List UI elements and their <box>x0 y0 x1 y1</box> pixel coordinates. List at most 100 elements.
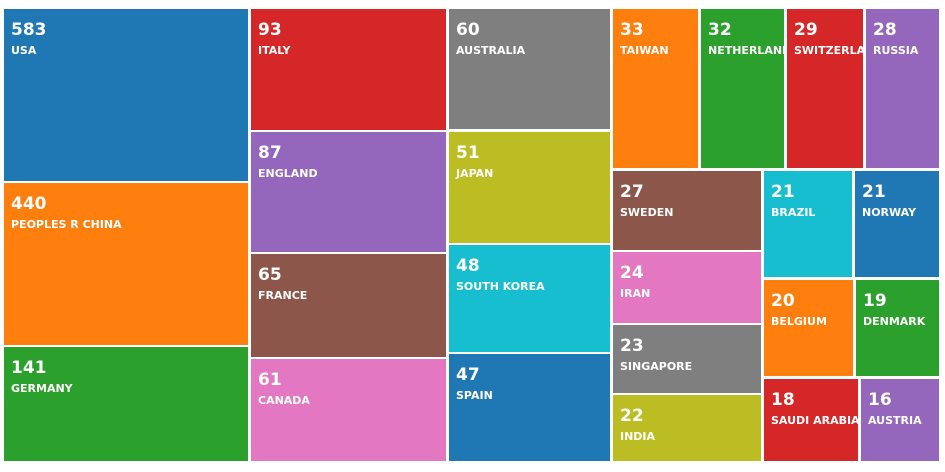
tile-rect <box>764 379 858 461</box>
tile-value: 32 <box>708 20 732 40</box>
tile-label: BELGIUM <box>771 315 827 328</box>
tile: 20 BELGIUM <box>764 280 853 376</box>
tile: 29 SWITZERLAND <box>787 9 883 168</box>
tile: 23 SINGAPORE <box>613 325 761 393</box>
tile: 583 USA <box>4 9 248 181</box>
tile-label: ENGLAND <box>258 167 318 180</box>
tile-rect <box>449 354 610 461</box>
tile: 16 AUSTRIA <box>861 379 939 461</box>
tile-label: CANADA <box>258 394 310 407</box>
tile-rect <box>613 171 761 250</box>
tile: 24 IRAN <box>613 252 761 323</box>
tile: 61 CANADA <box>251 359 446 461</box>
tile: 28 RUSSIA <box>866 9 939 168</box>
tile-label: JAPAN <box>455 167 493 180</box>
tile-rect <box>613 325 761 393</box>
tile-value: 61 <box>258 370 282 390</box>
tile-value: 23 <box>620 336 644 356</box>
tile: 22 INDIA <box>613 395 761 461</box>
tile-value: 19 <box>863 291 887 311</box>
tile: 21 BRAZIL <box>764 171 852 277</box>
tile-label: ITALY <box>258 44 292 57</box>
tile-label: SINGAPORE <box>620 360 692 373</box>
tile-rect <box>764 171 852 277</box>
tile-value: 28 <box>873 20 897 40</box>
tile-rect <box>856 280 939 376</box>
tile: 47 SPAIN <box>449 354 610 461</box>
tile: 32 NETHERLANDS <box>701 9 799 168</box>
tile-value: 48 <box>456 256 480 276</box>
tile-label: SAUDI ARABIA <box>771 414 860 427</box>
tile-value: 60 <box>456 20 480 40</box>
tile-label: NETHERLANDS <box>708 44 799 57</box>
tile-label: AUSTRIA <box>868 414 922 427</box>
tile-label: DENMARK <box>863 315 926 328</box>
tile-value: 440 <box>11 194 47 214</box>
tile-label: INDIA <box>620 430 656 443</box>
tile-label: PEOPLES R CHINA <box>11 218 122 231</box>
tile-label: SPAIN <box>456 389 493 402</box>
tile-value: 87 <box>258 143 282 163</box>
tile-value: 27 <box>620 182 644 202</box>
tile: 60 AUSTRALIA <box>449 9 610 129</box>
tile-value: 20 <box>771 291 795 311</box>
tile-label: SOUTH KOREA <box>456 280 545 293</box>
tile: 65 FRANCE <box>251 254 446 357</box>
tile: 51 JAPAN <box>449 132 610 243</box>
tile-value: 141 <box>11 358 47 378</box>
tile: 27 SWEDEN <box>613 171 761 250</box>
tile-rect <box>449 132 610 243</box>
tile-rect <box>764 280 853 376</box>
tile-label: SWEDEN <box>620 206 673 219</box>
tile-value: 18 <box>771 390 795 410</box>
tile-rect <box>251 132 446 252</box>
tile-value: 47 <box>456 365 480 385</box>
tile-label: TAIWAN <box>620 44 669 57</box>
tile-rect <box>251 9 446 130</box>
tile-rect <box>613 9 698 168</box>
tile-value: 93 <box>258 20 282 40</box>
tile-rect <box>787 9 863 168</box>
tile-rect <box>251 359 446 461</box>
tile-value: 21 <box>862 182 886 202</box>
tile-label: GERMANY <box>11 382 74 395</box>
tile-rect <box>861 379 939 461</box>
tile-label: BRAZIL <box>771 206 815 219</box>
tile-rect <box>613 395 761 461</box>
tile-value: 16 <box>868 390 892 410</box>
tile-rect <box>4 9 248 181</box>
tile-rect <box>251 254 446 357</box>
tile-label: FRANCE <box>258 289 307 302</box>
tile: 21 NORWAY <box>855 171 939 277</box>
tile-label: AUSTRALIA <box>456 44 526 57</box>
tile-label: SWITZERLAND <box>794 44 883 57</box>
tile-rect <box>866 9 939 168</box>
tile: 33 TAIWAN <box>613 9 698 168</box>
tile-value: 65 <box>258 265 282 285</box>
tile-rect <box>4 347 248 461</box>
tile-rect <box>855 171 939 277</box>
tile-value: 51 <box>456 143 480 163</box>
tile-rect <box>4 183 248 345</box>
tile-value: 24 <box>620 263 644 283</box>
tile-value: 583 <box>11 20 47 40</box>
tile: 440 PEOPLES R CHINA <box>4 183 248 345</box>
tile: 141 GERMANY <box>4 347 248 461</box>
tile: 87 ENGLAND <box>251 132 446 252</box>
tile: 48 SOUTH KOREA <box>449 245 610 352</box>
tile-rect <box>701 9 784 168</box>
tile-label: USA <box>11 44 37 57</box>
tile-rect <box>613 252 761 323</box>
tile-rect <box>449 9 610 129</box>
tile: 19 DENMARK <box>856 280 939 376</box>
tile-label: NORWAY <box>862 206 917 219</box>
tile-value: 29 <box>794 20 818 40</box>
tile-value: 33 <box>620 20 644 40</box>
tile: 93 ITALY <box>251 9 446 130</box>
tile: 18 SAUDI ARABIA <box>764 379 860 461</box>
tile-label: RUSSIA <box>873 44 919 57</box>
tile-value: 22 <box>620 406 644 426</box>
tile-value: 21 <box>771 182 795 202</box>
tile-label: IRAN <box>620 287 650 300</box>
